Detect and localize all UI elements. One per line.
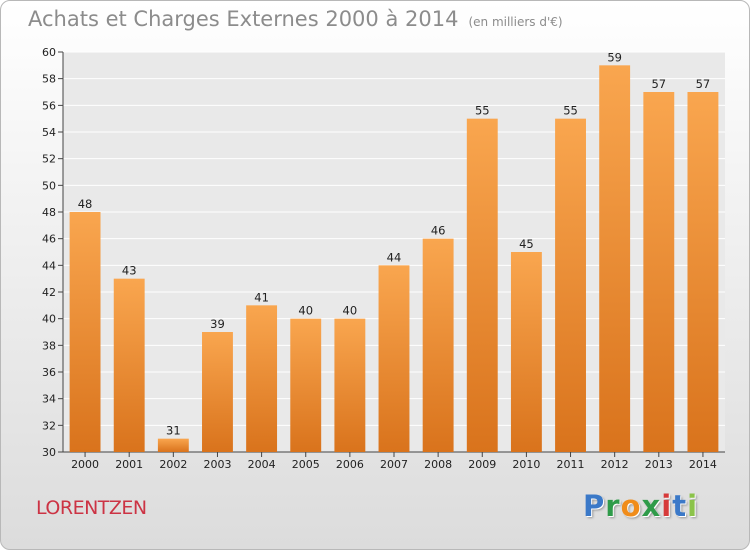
y-tick-label: 44 <box>42 259 56 272</box>
x-tick-label: 2005 <box>292 458 320 471</box>
bar <box>643 92 675 452</box>
logo-letter: t <box>672 489 688 523</box>
value-label: 57 <box>696 77 711 91</box>
y-tick-label: 30 <box>42 446 56 459</box>
bar <box>422 238 454 452</box>
x-tick-label: 2014 <box>689 458 717 471</box>
bar <box>599 65 631 452</box>
x-tick-label: 2000 <box>71 458 99 471</box>
value-label: 40 <box>298 304 313 318</box>
y-tick-label: 52 <box>42 153 56 166</box>
proxiti-logo: Proxiti <box>583 489 698 523</box>
logo-letter: i <box>661 489 673 523</box>
place-name: LORENTZEN <box>36 497 147 519</box>
unit-label: (en milliers d'€) <box>468 15 563 29</box>
bar <box>157 438 189 452</box>
value-label: 44 <box>387 250 402 264</box>
value-label: 40 <box>343 304 358 318</box>
x-tick-label: 2012 <box>601 458 629 471</box>
bar <box>246 305 278 452</box>
x-tick-label: 2003 <box>203 458 231 471</box>
x-tick-label: 2001 <box>115 458 143 471</box>
y-tick-label: 50 <box>42 179 56 192</box>
x-tick-label: 2013 <box>645 458 673 471</box>
logo-letter: P <box>583 489 606 523</box>
value-label: 59 <box>607 50 622 64</box>
bar <box>555 118 586 453</box>
y-tick-label: 60 <box>42 46 56 59</box>
y-tick-label: 56 <box>42 99 56 112</box>
bar <box>290 318 322 452</box>
logo-letter: r <box>605 489 621 523</box>
title-text: Achats et Charges Externes 2000 à 2014 <box>28 7 459 31</box>
value-label: 55 <box>475 104 490 118</box>
y-tick-label: 38 <box>42 339 56 352</box>
x-tick-label: 2011 <box>557 458 585 471</box>
y-tick-label: 42 <box>42 286 56 299</box>
value-label: 45 <box>519 237 534 251</box>
bar <box>69 212 101 452</box>
y-tick-label: 40 <box>42 313 56 326</box>
bar <box>378 265 410 452</box>
y-tick-label: 58 <box>42 73 56 86</box>
x-tick-label: 2008 <box>424 458 452 471</box>
value-label: 43 <box>122 264 137 278</box>
y-tick-label: 54 <box>42 126 56 139</box>
bar <box>202 332 233 452</box>
value-label: 48 <box>78 197 93 211</box>
bar <box>113 278 145 452</box>
x-tick-label: 2009 <box>468 458 496 471</box>
y-tick-label: 34 <box>42 393 56 406</box>
y-tick-label: 32 <box>42 419 56 432</box>
value-label: 41 <box>254 290 269 304</box>
logo-letter: x <box>641 489 662 523</box>
value-label: 55 <box>563 104 578 118</box>
logo-letter: o <box>620 489 642 523</box>
value-label: 46 <box>431 224 446 238</box>
bar <box>334 318 366 452</box>
y-tick-label: 48 <box>42 206 56 219</box>
value-label: 39 <box>210 317 225 331</box>
bar <box>510 252 542 452</box>
value-label: 57 <box>651 77 666 91</box>
y-tick-label: 46 <box>42 233 56 246</box>
x-tick-label: 2007 <box>380 458 408 471</box>
value-label: 31 <box>166 424 181 438</box>
x-tick-label: 2006 <box>336 458 364 471</box>
x-tick-label: 2002 <box>159 458 187 471</box>
chart-title: Achats et Charges Externes 2000 à 2014 (e… <box>28 7 563 31</box>
bar <box>466 118 498 453</box>
logo-letter: i <box>687 489 699 523</box>
x-tick-label: 2004 <box>248 458 276 471</box>
x-tick-label: 2010 <box>512 458 540 471</box>
bar <box>687 92 719 452</box>
y-tick-label: 36 <box>42 366 56 379</box>
